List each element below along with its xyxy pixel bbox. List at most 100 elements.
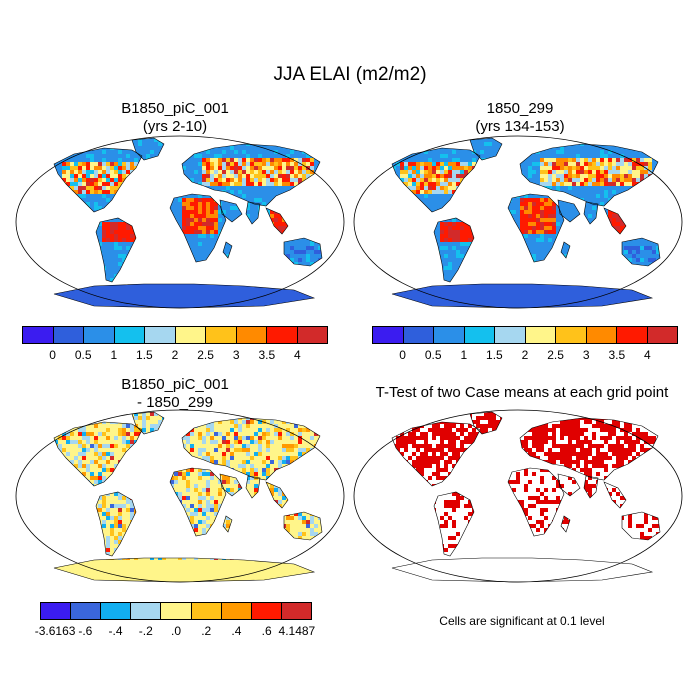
coastline-seAsia <box>603 481 627 509</box>
panel-2-title-line-2: (yrs 134-153) <box>475 118 565 135</box>
colorbar-swatch <box>495 327 526 343</box>
colorbar-swatch <box>236 327 267 343</box>
coastline-northAmerica <box>391 147 481 213</box>
colorbar-panel-2-labels: 0 0.5 1 1.5 2 2.5 3 3.5 4 <box>372 348 678 364</box>
colorbar-swatch <box>101 603 132 619</box>
colorbar-tick-label: -.6 <box>78 624 93 638</box>
colorbar-swatch <box>251 603 282 619</box>
colorbar-swatch <box>525 327 556 343</box>
coastline-antarctica <box>391 283 654 309</box>
colorbar-swatch <box>145 327 176 343</box>
colorbar-tick-label: 2 <box>521 348 529 362</box>
colorbar-swatch <box>556 327 587 343</box>
panel-3-title: B1850_piC_001 - 1850_299 <box>20 376 330 412</box>
coastline-australia <box>621 511 661 541</box>
coastline-arabia <box>557 199 581 223</box>
colorbar-swatch <box>175 327 206 343</box>
coastline-southAmerica <box>433 491 475 557</box>
colorbar-tick-label: .0 <box>170 624 182 638</box>
colorbar-tick-label: 3.5 <box>608 348 626 362</box>
colorbar-swatch <box>161 603 192 619</box>
colorbar-panel-2 <box>372 326 678 344</box>
colorbar-tick-label: 2.5 <box>197 348 214 362</box>
colorbar-panel-3 <box>40 602 312 620</box>
land-cells <box>54 138 322 282</box>
colorbar-swatch <box>221 603 252 619</box>
colorbar-tick-label: 4 <box>294 348 301 362</box>
panel-2-title: 1850_299 (yrs 134-153) <box>365 100 675 136</box>
colorbar-tick-label: 3 <box>582 348 590 362</box>
map-panel-1 <box>15 135 345 309</box>
colorbar-tick-label: 0.5 <box>74 348 92 362</box>
colorbar-swatch <box>267 327 298 343</box>
coastline-africa <box>169 467 227 537</box>
colorbar-panel-3-labels: -3.6163 -.6 -.4 -.2 .0 .2 .4 .6 4.1487 <box>35 624 315 640</box>
map-panel-2 <box>353 135 683 309</box>
colorbar-tick-label: 1.5 <box>136 348 153 362</box>
panel-1-title: B1850_piC_001 (yrs 2-10) <box>20 100 330 136</box>
colorbar-tick-label: .2 <box>201 624 212 638</box>
panel-1-title-line-2: (yrs 2-10) <box>142 118 208 135</box>
colorbar-swatch <box>434 327 465 343</box>
colorbar-tick-label: 2 <box>171 348 179 362</box>
colorbar-tick-label: -3.6163 <box>34 624 76 638</box>
colorbar-swatch <box>41 603 72 619</box>
coastline-northAmerica <box>53 147 143 213</box>
colorbar-tick-label: 1 <box>460 348 468 362</box>
coastline-madagascar <box>560 515 571 533</box>
colorbar-swatch <box>53 327 84 343</box>
colorbar-tick-label: .6 <box>261 624 272 638</box>
colorbar-swatch <box>464 327 495 343</box>
land-cells <box>392 138 660 282</box>
coastline-madagascar <box>560 241 571 259</box>
colorbar-tick-label: 4 <box>644 348 651 362</box>
globe-outline <box>15 409 345 583</box>
panel-3-title-line-1: B1850_piC_001 <box>121 376 229 393</box>
panel-4-title: T-Test of two Case means at each grid po… <box>352 384 692 402</box>
coastline-seAsia <box>603 207 627 235</box>
coastline-antarctica <box>53 283 316 309</box>
colorbar-swatch <box>297 327 327 343</box>
colorbar-swatch <box>191 603 222 619</box>
coastline-greenland <box>131 411 165 435</box>
coastline-greenland <box>469 137 503 161</box>
coastline-africa <box>169 193 227 263</box>
coastline-seAsia <box>265 481 289 509</box>
globe-outline <box>15 135 345 309</box>
colorbar-tick-label: 0.5 <box>424 348 442 362</box>
colorbar-tick-label: .4 <box>231 624 242 638</box>
colorbar-tick-label: 3.5 <box>258 348 276 362</box>
coastline-australia <box>283 237 323 267</box>
coastline-arabia <box>219 199 243 223</box>
coastline-arabia <box>219 473 243 497</box>
coastline-northAmerica <box>391 421 481 487</box>
colorbar-swatch <box>206 327 237 343</box>
coastline-northAmerica <box>53 421 143 487</box>
colorbar-panel-1 <box>22 326 328 344</box>
coastline-southAmerica <box>95 217 137 283</box>
coastline-arabia <box>557 473 581 497</box>
coastline-southAmerica <box>433 217 475 283</box>
globe-outline <box>353 409 683 583</box>
colorbar-swatch <box>23 327 54 343</box>
colorbar-swatch <box>84 327 115 343</box>
colorbar-tick-label: 1 <box>110 348 118 362</box>
coastline-africa <box>507 467 565 537</box>
colorbar-tick-label: 1.5 <box>486 348 503 362</box>
colorbar-tick-label: 0 <box>399 348 406 362</box>
colorbar-swatch <box>617 327 648 343</box>
land-cells <box>54 412 322 582</box>
panel-3-title-line-2: - 1850_299 <box>137 394 213 411</box>
colorbar-tick-label: 4.1487 <box>278 624 316 638</box>
coastline-australia <box>621 237 661 267</box>
coastline-africa <box>507 193 565 263</box>
panel-4-title-line-1: T-Test of two Case means at each grid po… <box>375 384 669 401</box>
figure-title: JJA ELAI (m2/m2) <box>273 64 427 85</box>
coastline-southAmerica <box>95 491 137 557</box>
colorbar-swatch <box>281 603 311 619</box>
coastline-madagascar <box>222 515 233 533</box>
colorbar-swatch <box>71 603 102 619</box>
colorbar-swatch <box>373 327 404 343</box>
colorbar-tick-label: 2.5 <box>547 348 564 362</box>
colorbar-swatch <box>586 327 617 343</box>
